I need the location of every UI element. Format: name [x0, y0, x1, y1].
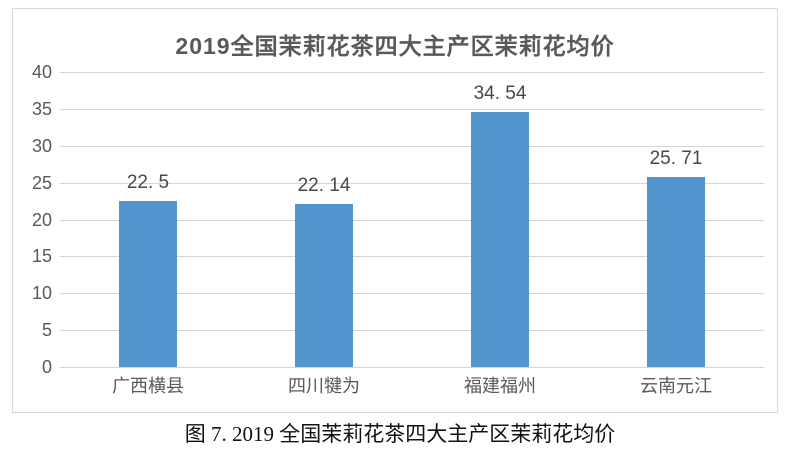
- y-axis-tick-label: 10: [31, 283, 52, 303]
- gridline: [60, 220, 764, 221]
- y-axis-tick-label: 25: [31, 173, 52, 193]
- x-axis-category-label: 四川犍为: [288, 376, 360, 396]
- gridline: [60, 256, 764, 257]
- y-axis-tick-label: 15: [31, 246, 52, 266]
- gridline: [60, 109, 764, 110]
- y-axis-tick-label: 20: [31, 210, 52, 230]
- gridline: [60, 367, 764, 368]
- y-axis-tick-label: 30: [31, 136, 52, 156]
- gridline: [60, 72, 764, 73]
- gridline: [60, 293, 764, 294]
- bar-value-label: 34. 54: [473, 83, 527, 104]
- bar: [471, 112, 529, 367]
- y-axis-tick-label: 35: [31, 99, 52, 119]
- bar-value-label: 25. 71: [649, 148, 703, 169]
- gridline: [60, 146, 764, 147]
- y-axis-tick-label: 40: [31, 62, 52, 82]
- bar: [295, 204, 353, 367]
- gridline: [60, 183, 764, 184]
- x-axis-category-label: 福建福州: [464, 376, 536, 396]
- gridline: [60, 330, 764, 331]
- bar-value-label: 22. 14: [297, 175, 351, 196]
- y-axis-tick-label: 0: [41, 357, 52, 377]
- x-axis-category-label: 广西横县: [112, 376, 184, 396]
- figure-caption: 图 7. 2019 全国茉莉花茶四大主产区茉莉花均价: [184, 422, 616, 446]
- bar: [119, 201, 177, 367]
- x-axis-category-label: 云南元江: [640, 376, 712, 396]
- y-axis-tick-label: 5: [41, 320, 52, 340]
- bar: [647, 177, 705, 367]
- bar-value-label: 22. 5: [126, 172, 170, 193]
- chart-title: 2019全国茉莉花茶四大主产区茉莉花均价: [175, 33, 615, 59]
